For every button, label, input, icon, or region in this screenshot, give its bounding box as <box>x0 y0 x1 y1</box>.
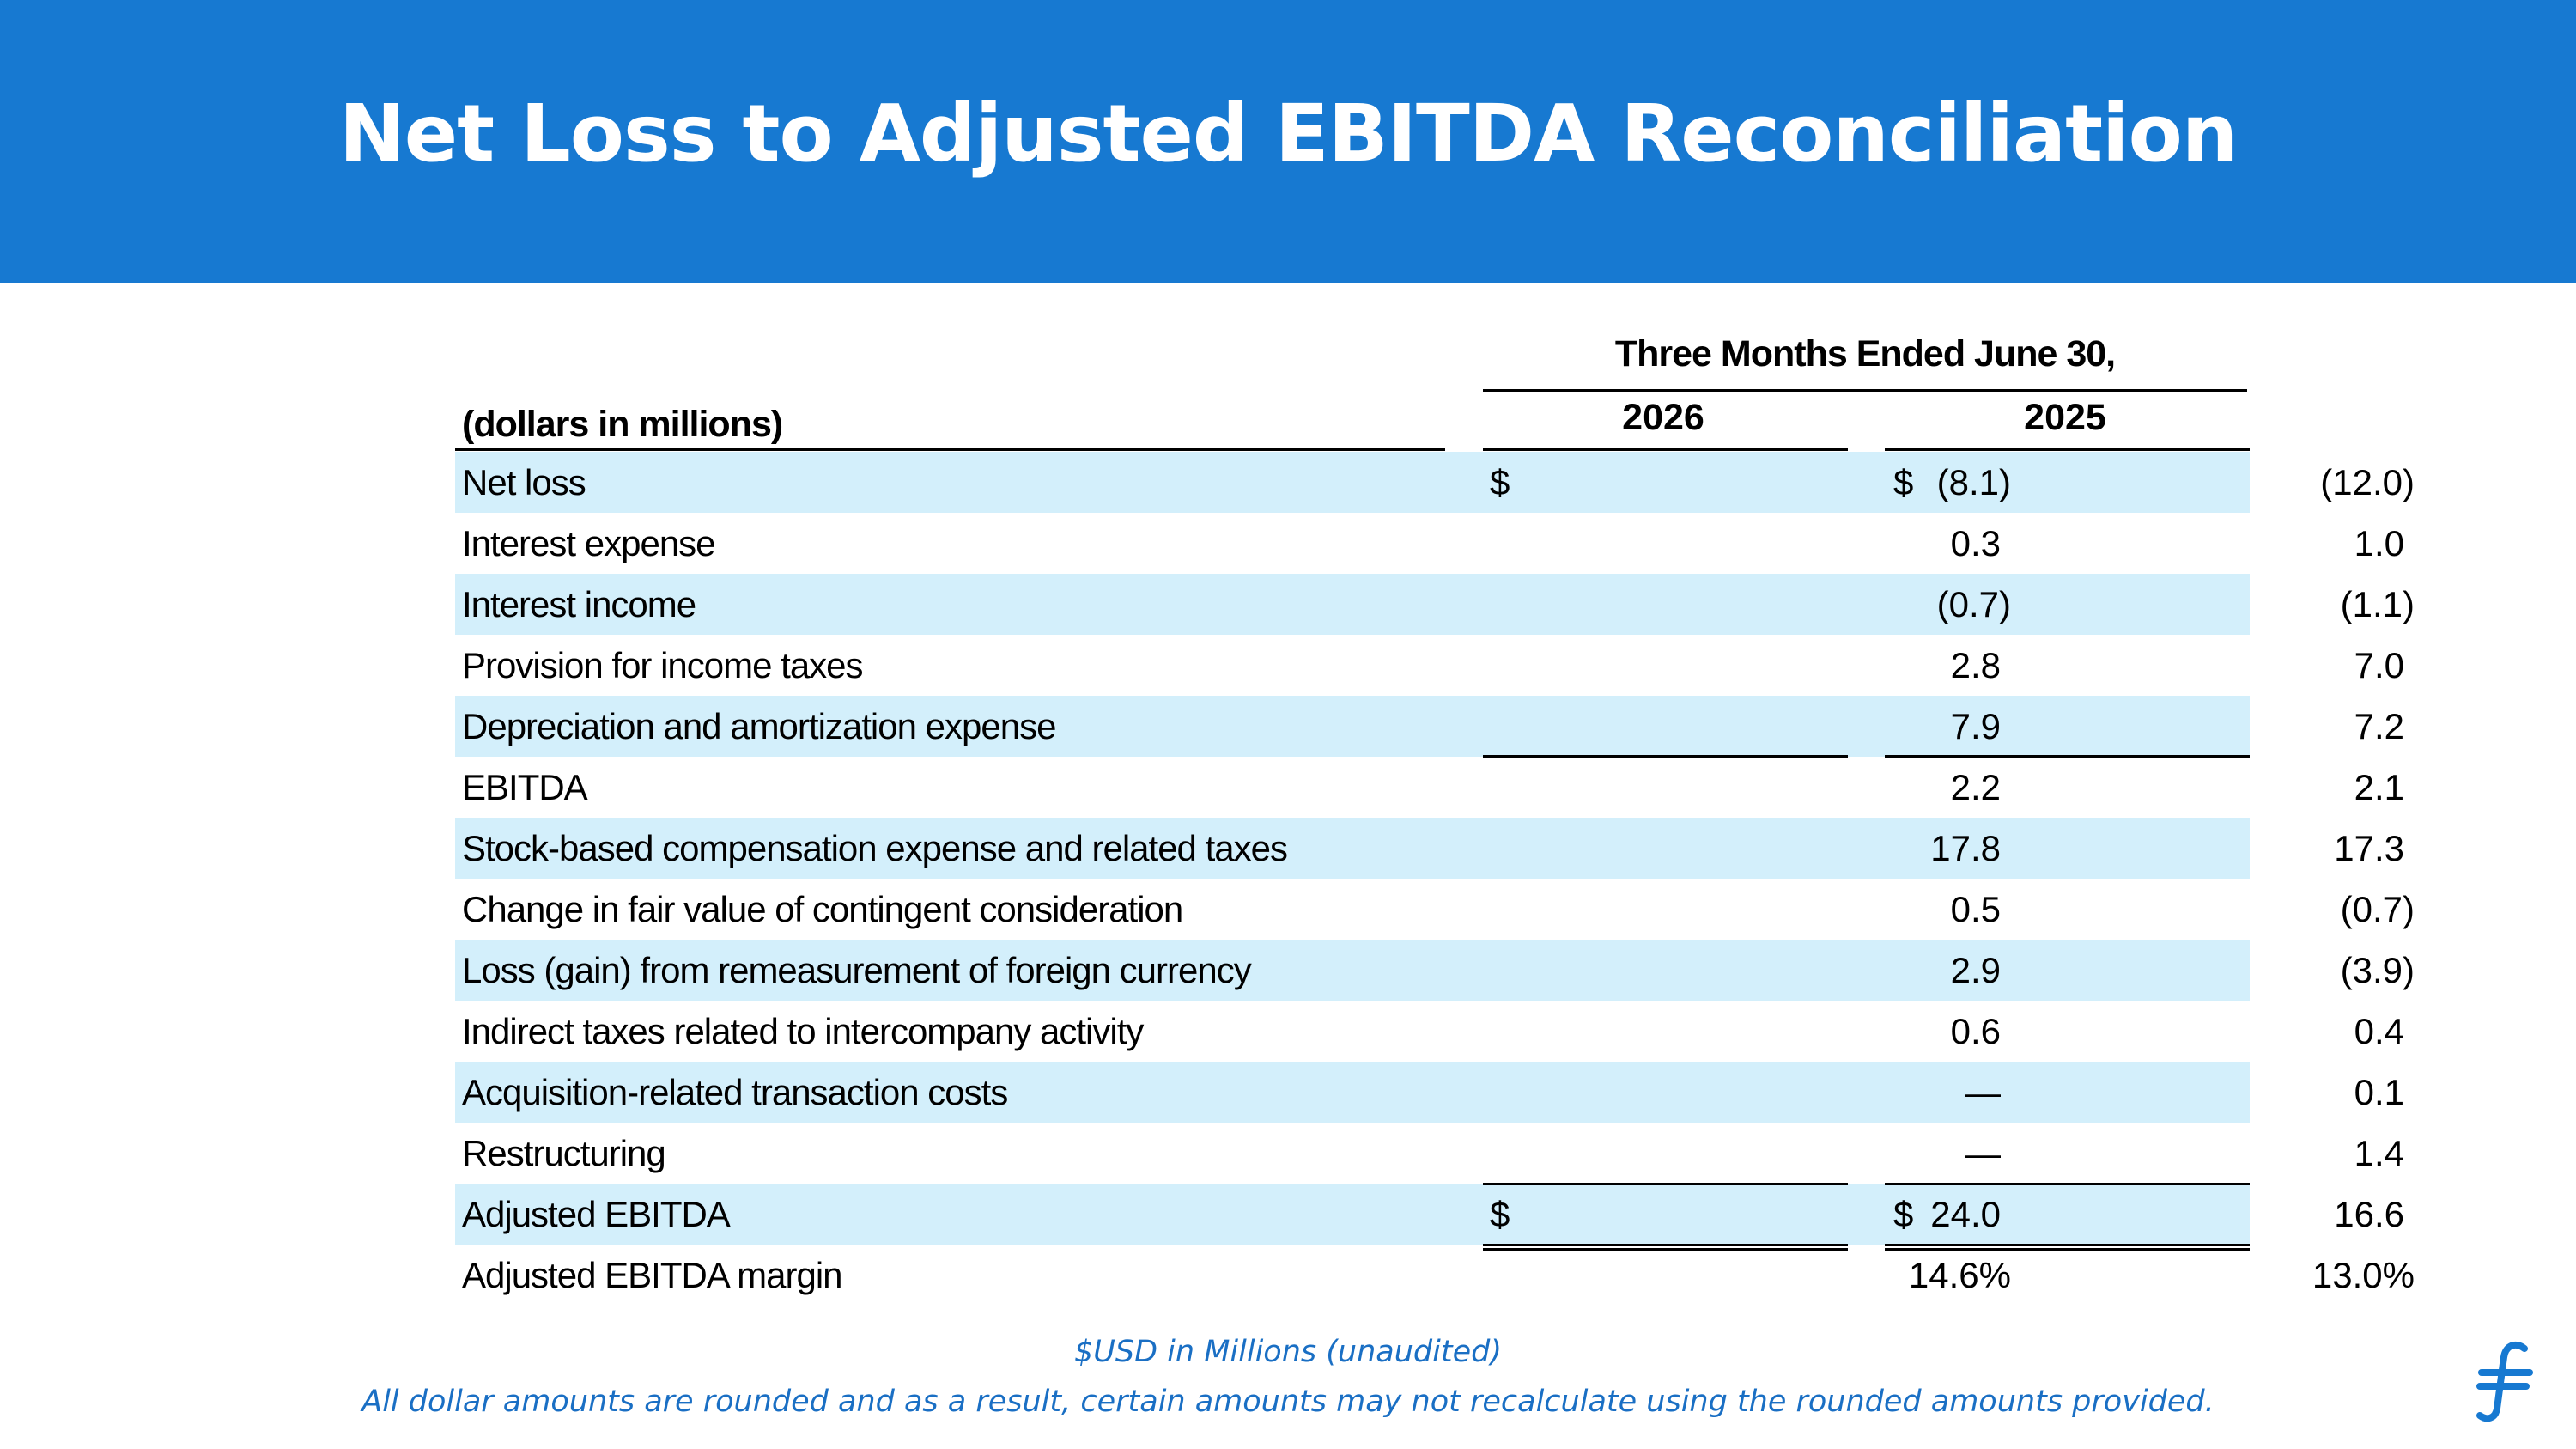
value-2025: 0.1 <box>2354 1072 2404 1112</box>
value-2025: 16.6 <box>2334 1194 2404 1234</box>
total-double-rule-2026 <box>1483 1244 1848 1251</box>
value-2026: 0.3 <box>1950 523 2001 563</box>
subtotal-rule-2026 <box>1483 755 1848 758</box>
currency-symbol-2025: $ <box>1893 1194 1914 1234</box>
table-row: EBITDA 2.2 2.1 <box>455 757 2404 818</box>
value-2026: 0.6 <box>1950 1011 2001 1051</box>
row-label: Interest expense <box>462 523 716 563</box>
table-row: Adjusted EBITDA margin 14.6% 13.0% <box>455 1245 2415 1306</box>
table-row: Stock-based compensation expense and rel… <box>455 818 2404 879</box>
value-2025: (1.1) <box>2340 584 2415 624</box>
year-header-2026: 2026 <box>1622 397 1704 438</box>
label-column-header: (dollars in millions) <box>462 404 783 445</box>
value-2025: 1.4 <box>2354 1133 2404 1173</box>
row-label: Stock-based compensation expense and rel… <box>462 828 1288 868</box>
total-top-rule-2025 <box>1885 1183 2250 1185</box>
row-label: Acquisition-related transaction costs <box>462 1072 1008 1112</box>
value-2025: (12.0) <box>2320 462 2415 502</box>
value-2026: 7.9 <box>1950 706 2001 746</box>
total-top-rule-2026 <box>1483 1183 1848 1185</box>
row-label: Net loss <box>462 462 586 502</box>
total-double-rule-2025 <box>1885 1244 2250 1251</box>
table-row: Interest expense 0.3 1.0 <box>455 513 2404 574</box>
page-title: Net Loss to Adjusted EBITDA Reconciliati… <box>338 87 2239 180</box>
title-banner: Net Loss to Adjusted EBITDA Reconciliati… <box>0 0 2576 283</box>
currency-symbol-2025: $ <box>1893 462 1914 502</box>
table-row: Acquisition-related transaction costs — 0.… <box>455 1062 2404 1123</box>
value-2026: (8.1) <box>1936 462 2011 502</box>
value-2026: 17.8 <box>1930 828 2001 868</box>
value-2025: 2.1 <box>2354 767 2404 807</box>
value-2026: 2.8 <box>1950 645 2001 685</box>
period-header: Three Months Ended June 30, <box>1614 333 2116 374</box>
footnote-units: $USD in Millions (unaudited) <box>1074 1335 1502 1369</box>
value-2025: 7.0 <box>2354 645 2404 685</box>
label-header-rule <box>455 448 1445 451</box>
row-label: Interest income <box>462 584 696 624</box>
value-2025: 13.0% <box>2312 1255 2415 1295</box>
table-row: Change in fair value of contingent consi… <box>455 879 2415 940</box>
row-label: Restructuring <box>462 1133 666 1173</box>
currency-symbol-2026: $ <box>1490 462 1510 502</box>
value-2025: 1.0 <box>2354 523 2404 563</box>
table-row: Indirect taxes related to intercompany a… <box>455 1001 2404 1062</box>
value-2026: 14.6% <box>1908 1255 2011 1295</box>
value-2025: 17.3 <box>2334 828 2404 868</box>
row-label: Indirect taxes related to intercompany a… <box>462 1011 1144 1051</box>
table-row: Adjusted EBITDA $24.0 $16.6 <box>455 1184 2404 1245</box>
row-label: Adjusted EBITDA <box>462 1194 731 1234</box>
period-header-rule <box>1483 389 2247 392</box>
value-2026: — <box>1965 1133 2001 1173</box>
value-2025: (3.9) <box>2340 950 2415 990</box>
table-row: Net loss $ (8.1) $ (12.0) <box>455 452 2415 513</box>
value-2025: (0.7) <box>2340 889 2415 929</box>
value-2026: 2.2 <box>1950 767 2001 807</box>
footnote-rounding: All dollar amounts are rounded and as a … <box>361 1385 2215 1419</box>
value-2026: 0.5 <box>1950 889 2001 929</box>
row-label: Depreciation and amortization expense <box>462 706 1056 746</box>
row-label: EBITDA <box>462 767 588 807</box>
row-label: Provision for income taxes <box>462 645 864 685</box>
year-header-rule-2026 <box>1483 448 1848 451</box>
currency-symbol-2026: $ <box>1490 1194 1510 1234</box>
year-header-2025: 2025 <box>2024 397 2106 438</box>
table-row: Depreciation and amortization expense 7.9… <box>455 696 2404 757</box>
table-body: Net loss $ (8.1) $ (12.0) Interest expense 0.3… <box>455 452 2415 1306</box>
row-label: Change in fair value of contingent consi… <box>462 889 1183 929</box>
value-2026: 24.0 <box>1930 1194 2001 1234</box>
table-row: Restructuring — 1.4 <box>455 1123 2404 1184</box>
row-label: Adjusted EBITDA margin <box>462 1255 843 1295</box>
value-2025: 0.4 <box>2354 1011 2404 1051</box>
brand-logo-icon <box>2476 1341 2533 1422</box>
value-2026: 2.9 <box>1950 950 2001 990</box>
value-2025: 7.2 <box>2354 706 2404 746</box>
value-2026: (0.7) <box>1936 584 2011 624</box>
year-header-rule-2025 <box>1885 448 2250 451</box>
subtotal-rule-2025 <box>1885 755 2250 758</box>
table-row: Loss (gain) from remeasurement of foreig… <box>455 940 2415 1001</box>
row-label: Loss (gain) from remeasurement of foreig… <box>462 950 1252 990</box>
table-row: Interest income (0.7) (1.1) <box>455 574 2415 635</box>
value-2026: — <box>1965 1072 2001 1112</box>
table-row: Provision for income taxes 2.8 7.0 <box>455 635 2404 696</box>
